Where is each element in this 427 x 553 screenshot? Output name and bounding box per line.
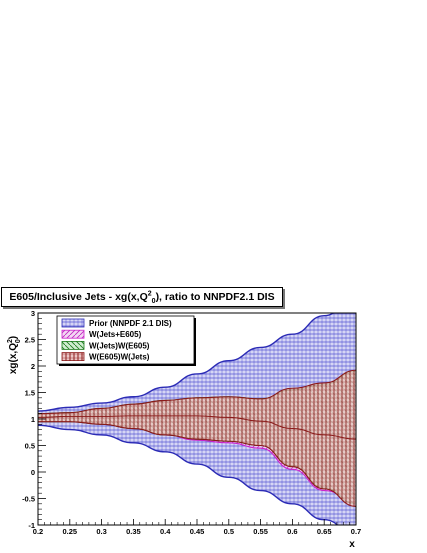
chart-title-main: E605/Inclusive Jets - xg(x,Q: [9, 291, 148, 303]
legend-swatch: [61, 352, 85, 362]
band-3: [38, 370, 356, 507]
x-axis-title: x: [349, 539, 355, 550]
y-tick-label: 0: [31, 468, 35, 477]
y-axis-title-main: xg(x,Q: [8, 343, 19, 374]
x-tick-label: 0.5: [224, 527, 234, 536]
y-axis-title: xg(x,Q20): [7, 336, 22, 374]
chart-title-sub: 0: [151, 298, 156, 306]
x-tick-label: 0.35: [126, 527, 141, 536]
x-tick-label: 0.55: [253, 527, 268, 536]
legend-label: W(Jets+E605): [89, 330, 142, 339]
y-tick-label: -0.5: [22, 495, 35, 504]
x-tick-label: 0.2: [33, 527, 43, 536]
y-axis-title-sup: 2: [7, 339, 14, 343]
y-tick-label: 1.5: [25, 389, 35, 398]
band-0-upper: [38, 313, 335, 412]
x-tick-label: 0.4: [160, 527, 171, 536]
x-tick-label: 0.6: [287, 527, 297, 536]
x-tick-label: 0.7: [351, 527, 361, 536]
legend-label: Prior (NNPDF 2.1 DIS): [89, 319, 172, 328]
x-tick-label: 0.25: [62, 527, 77, 536]
y-tick-label: 1: [31, 415, 35, 424]
y-tick-label: 2.5: [25, 336, 35, 345]
x-tick-label: 0.3: [96, 527, 106, 536]
legend-label: W(E605)W(Jets): [89, 353, 150, 362]
chart-title-sup: 2: [147, 290, 152, 298]
chart-title: E605/Inclusive Jets - xg(x,Q20), ratio t…: [1, 287, 283, 307]
band-3-central: [38, 415, 356, 440]
legend-label: W(Jets)W(E605): [89, 341, 150, 350]
band-3-upper: [38, 369, 356, 415]
legend-swatch: [61, 318, 85, 328]
y-tick-label: 0.5: [25, 442, 35, 451]
y-axis-title-sub: 0: [15, 339, 22, 343]
y-tick-label: 3: [31, 309, 35, 318]
band-3-lower: [38, 421, 356, 507]
chart-title-tail: ), ratio to NNPDF2.1 DIS: [155, 291, 275, 303]
legend-swatch: [61, 340, 85, 350]
y-tick-label: 2: [31, 362, 35, 371]
x-tick-label: 0.65: [317, 527, 332, 536]
band-0-lower: [38, 424, 339, 525]
legend-swatch: [61, 329, 85, 339]
y-tick-label: -1: [28, 521, 35, 530]
y-axis-title-tail: ): [8, 336, 19, 339]
x-tick-label: 0.45: [190, 527, 205, 536]
